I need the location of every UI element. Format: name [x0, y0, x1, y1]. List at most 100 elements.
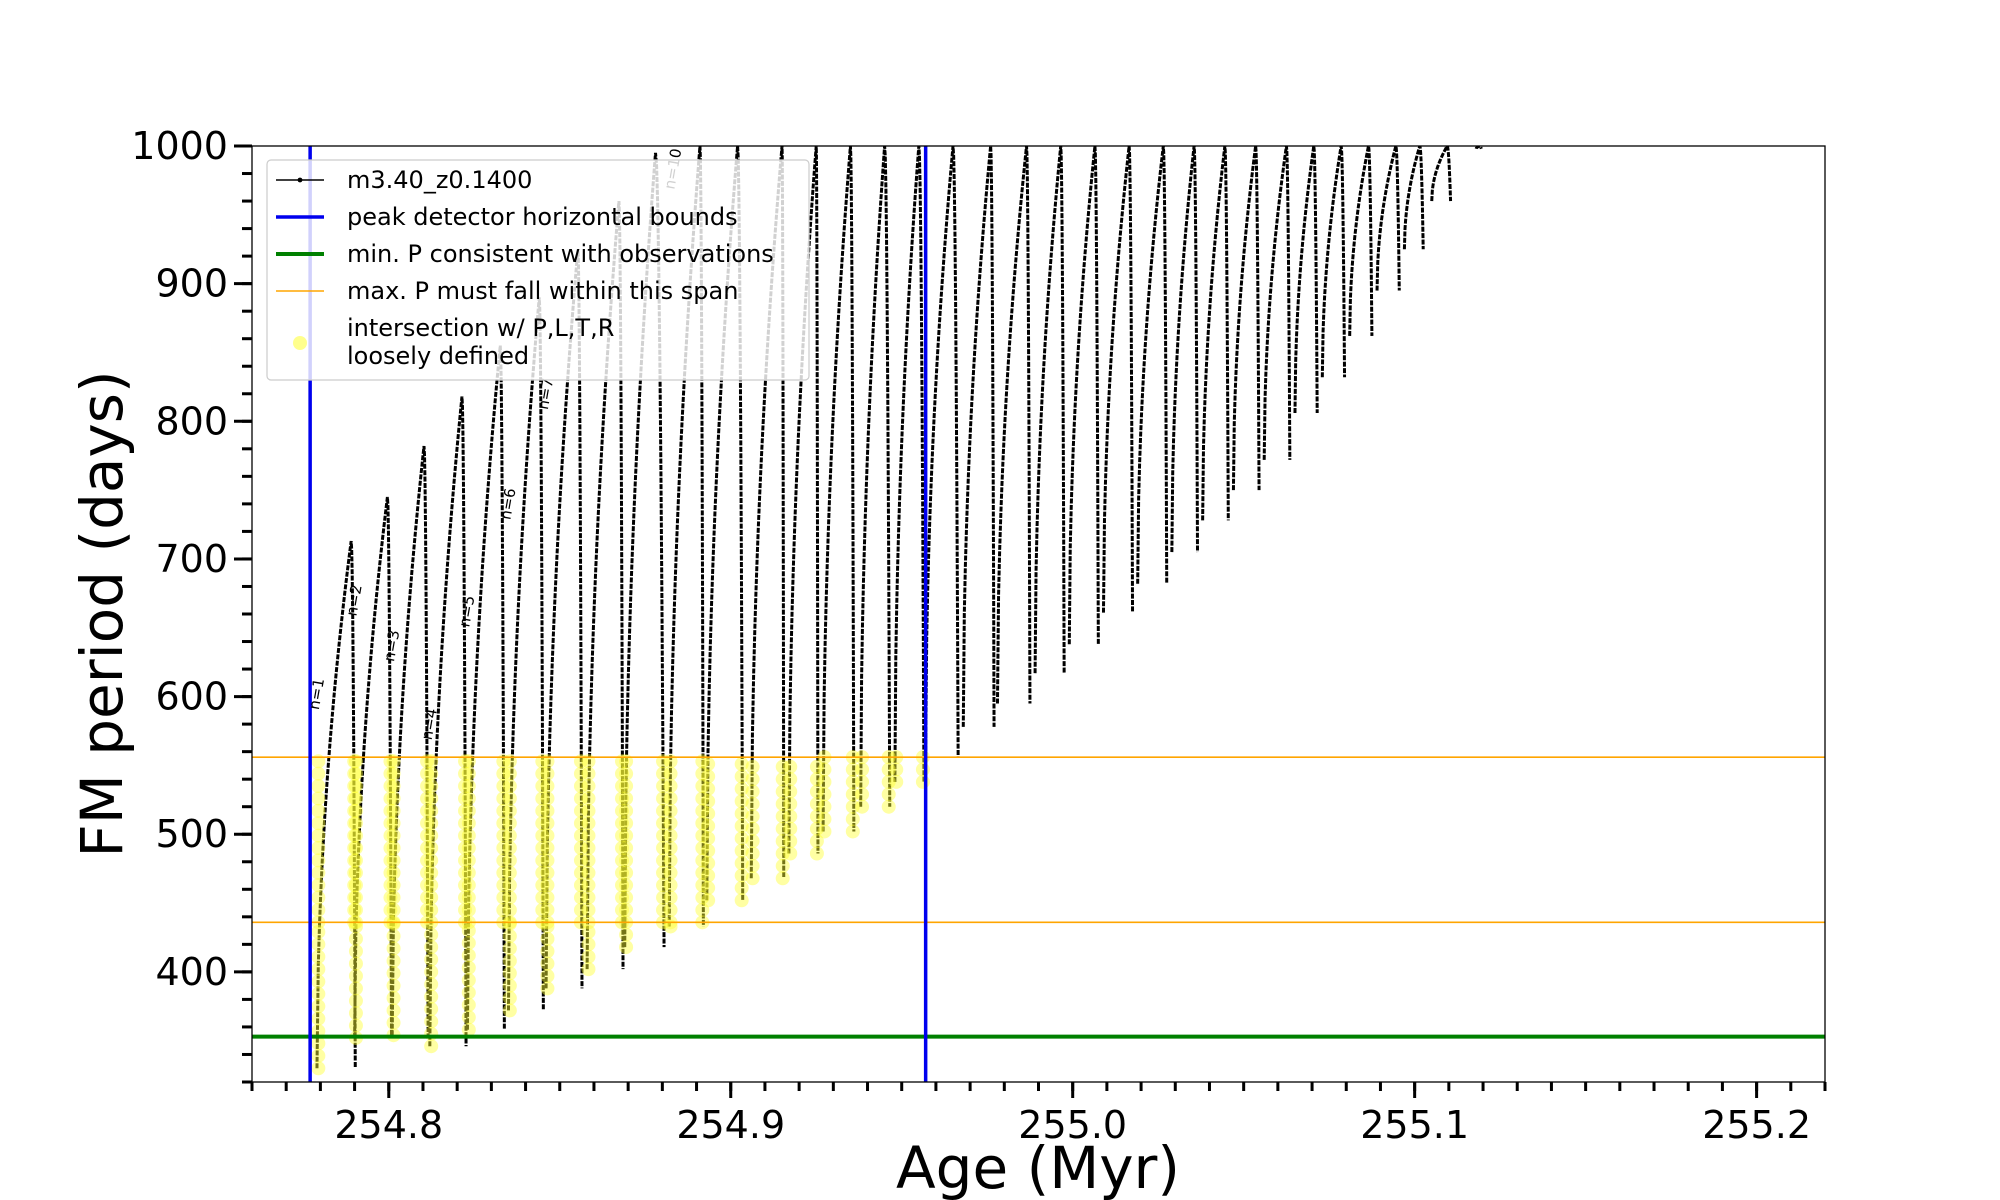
intersection-marker-pulse-11-1 — [701, 806, 716, 821]
intersection-marker-pulse-14-2 — [845, 787, 860, 802]
intersection-marker-pulse-4-2 — [458, 853, 473, 868]
intersection-marker-pulse-4-low — [424, 1039, 439, 1054]
intersection-marker-pulse-4-2 — [458, 878, 473, 893]
intersection-marker-pulse-4-2 — [458, 865, 473, 880]
intersection-marker-pulse-4-low — [424, 977, 439, 992]
intersection-marker-pulse-8-2 — [615, 816, 629, 831]
intersection-marker-pulse-13-2 — [809, 821, 824, 836]
intersection-marker-pulse-12-2 — [775, 821, 790, 836]
intersection-marker-pulse-6-low — [502, 991, 517, 1006]
intersection-marker-pulse-7-1 — [540, 791, 555, 806]
intersection-marker-pulse-14-1 — [817, 762, 832, 777]
intersection-marker-pulse-3-2 — [420, 865, 435, 880]
intersection-marker-pulse-10-2 — [695, 803, 710, 818]
intersection-marker-pulse-10-2 — [695, 902, 710, 917]
intersection-marker-pulse-1-2 — [347, 766, 362, 781]
intersection-marker-pulse-5-1 — [461, 841, 476, 855]
intersection-marker-pulse-11-2 — [734, 757, 749, 772]
intersection-marker-pulse-9-2 — [656, 890, 671, 905]
pulse-23-track — [1136, 146, 1169, 584]
intersection-marker-pulse-6-1 — [502, 803, 517, 818]
x-axis: 254.8 254.9 255.0 255.1 255.2 — [250, 1082, 1827, 1147]
pulse-14-track — [821, 146, 856, 832]
legend-key-model-marker — [297, 177, 303, 183]
intersection-marker-pulse-11-1 — [701, 781, 716, 796]
intersection-marker-pulse-11-2 — [734, 769, 749, 784]
intersection-marker-pulse-4-low — [424, 940, 439, 955]
intersection-marker-pulse-4-low — [424, 964, 439, 979]
intersection-marker-pulse-4-low — [424, 1002, 439, 1017]
intersection-marker-pulse-7-1 — [540, 828, 555, 843]
intersection-marker-pulse-1-2 — [347, 841, 362, 855]
intersection-marker-pulse-13-2 — [809, 809, 824, 824]
intersection-marker-pulse-5-2 — [496, 841, 511, 855]
intersection-marker-pulse-2-low — [348, 944, 363, 959]
intersection-marker-pulse-13-2 — [809, 834, 824, 849]
intersection-marker-pulse-8-1 — [581, 853, 596, 868]
intersection-marker-pulse-2-1 — [348, 803, 363, 818]
intersection-marker-pulse-5-1 — [461, 766, 476, 781]
intersection-marker-pulse-5-2 — [496, 766, 511, 781]
intersection-marker-pulse-5-1 — [461, 828, 476, 843]
intersection-marker-pulse-10-2 — [695, 828, 710, 843]
intersection-marker-pulse-11-1 — [701, 856, 716, 871]
intersection-marker-pulse-3-2 — [420, 841, 435, 855]
intersection-marker-pulse-12-2 — [775, 772, 790, 787]
intersection-marker-pulse-10-1 — [663, 828, 678, 843]
intersection-marker-pulse-1-1 — [311, 853, 326, 868]
legend-label-intersection: intersection w/ P,L,T,R — [347, 314, 614, 342]
intersection-marker-pulse-8-1 — [581, 878, 596, 893]
intersection-marker-pulse-10-1 — [663, 779, 678, 794]
intersection-marker-pulse-10-2 — [695, 779, 710, 794]
intersection-marker-pulse-6-low — [502, 916, 517, 931]
intersection-marker-pulse-7-1 — [540, 902, 555, 917]
pulse-24-track — [1170, 146, 1200, 553]
intersection-marker-pulse-7-1 — [540, 803, 555, 818]
intersection-marker-pulse-7-2 — [573, 878, 588, 893]
intersection-marker-pulse-8-2 — [615, 803, 629, 818]
intersection-marker-pulse-15-1 — [855, 799, 870, 814]
intersection-marker-pulse-8-2 — [615, 791, 629, 806]
intersection-marker-pulse-5-2 — [496, 902, 511, 917]
intersection-marker-pulse-2-low — [348, 1018, 363, 1033]
intersection-marker-pulse-13-1 — [783, 846, 798, 861]
intersection-marker-pulse-5-low — [461, 960, 476, 975]
intersection-marker-pulse-6-1 — [502, 878, 517, 893]
intersection-marker-pulse-2-1 — [348, 828, 363, 843]
intersection-marker-pulse-8-2 — [615, 865, 629, 880]
intersection-marker-pulse-1-2 — [347, 816, 362, 831]
pulse-annotation-1: n=1 — [305, 677, 328, 711]
intersection-marker-pulse-1-2 — [347, 890, 362, 905]
intersection-marker-pulse-2-1 — [348, 841, 363, 855]
intersection-marker-pulse-3-2 — [420, 816, 435, 831]
intersection-marker-pulse-2-1 — [348, 779, 363, 794]
intersection-marker-pulse-8-2 — [615, 853, 629, 868]
intersection-marker-pulse-9-2 — [656, 865, 671, 880]
intersection-marker-pulse-7-2 — [573, 803, 588, 818]
pulse-17-track — [924, 146, 960, 758]
intersection-marker-pulse-9-2 — [656, 779, 671, 794]
intersection-marker-pulse-7-low — [540, 944, 555, 959]
intersection-marker-pulse-6-2 — [535, 791, 550, 806]
intersection-marker-pulse-5-low — [461, 1010, 476, 1025]
intersection-marker-pulse-6-low — [502, 966, 517, 981]
intersection-marker-pulse-11-2 — [734, 818, 749, 833]
pulse-annotation-2: n=2 — [343, 583, 366, 617]
intersection-marker-pulse-12-2 — [775, 871, 790, 886]
intersection-marker-pulse-8-1 — [581, 766, 596, 781]
intersection-marker-pulse-8-1 — [581, 791, 596, 806]
intersection-marker-pulse-3-2 — [420, 803, 435, 818]
intersection-marker-pulse-11-1 — [701, 868, 716, 883]
intersection-marker-pulse-11-1 — [701, 818, 716, 833]
intersection-marker-pulse-4-1 — [424, 902, 439, 917]
intersection-marker-pulse-5-2 — [496, 865, 511, 880]
intersection-marker-pulse-1-1 — [311, 890, 326, 905]
intersection-marker-pulse-12-1 — [745, 858, 760, 873]
intersection-marker-pulse-2-2 — [383, 841, 398, 855]
intersection-marker-pulse-16-2 — [915, 762, 930, 777]
intersection-marker-pulse-2-2 — [383, 779, 398, 794]
intersection-marker-pulse-4-2 — [458, 890, 473, 905]
intersection-marker-pulse-13-1 — [783, 759, 798, 774]
intersection-marker-pulse-4-1 — [424, 890, 439, 905]
intersection-marker-pulse-5-1 — [461, 890, 476, 905]
